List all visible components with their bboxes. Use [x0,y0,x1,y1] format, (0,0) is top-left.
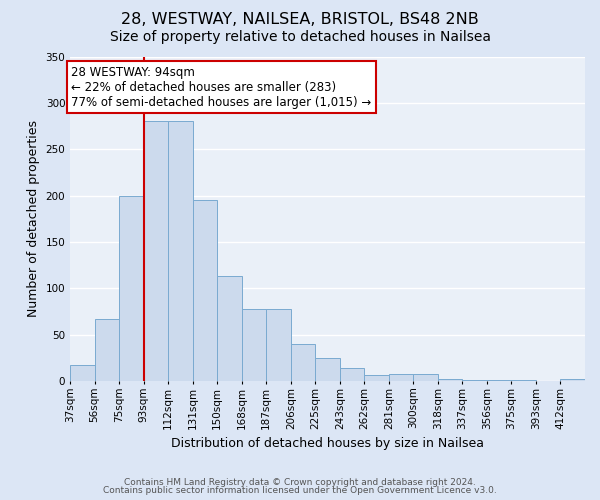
Bar [144,122,168,381]
Bar [266,308,291,381]
Bar [193,200,217,381]
Bar [389,374,413,381]
Bar [119,196,144,381]
Text: Contains public sector information licensed under the Open Government Licence v3: Contains public sector information licen… [103,486,497,495]
Text: 28 WESTWAY: 94sqm
← 22% of detached houses are smaller (283)
77% of semi-detache: 28 WESTWAY: 94sqm ← 22% of detached hous… [71,66,371,109]
Bar [242,308,266,381]
Text: 28, WESTWAY, NAILSEA, BRISTOL, BS48 2NB: 28, WESTWAY, NAILSEA, BRISTOL, BS48 2NB [121,12,479,28]
Bar [168,122,193,381]
Text: Size of property relative to detached houses in Nailsea: Size of property relative to detached ho… [110,30,491,44]
Bar [316,358,340,381]
Bar [560,379,585,381]
Bar [95,319,119,381]
Bar [487,380,511,381]
Bar [70,365,95,381]
Bar [463,380,487,381]
X-axis label: Distribution of detached houses by size in Nailsea: Distribution of detached houses by size … [171,437,484,450]
Bar [340,368,364,381]
Y-axis label: Number of detached properties: Number of detached properties [27,120,40,317]
Bar [364,376,389,381]
Bar [413,374,438,381]
Text: Contains HM Land Registry data © Crown copyright and database right 2024.: Contains HM Land Registry data © Crown c… [124,478,476,487]
Bar [438,379,463,381]
Bar [217,276,242,381]
Bar [291,344,316,381]
Bar [511,380,536,381]
